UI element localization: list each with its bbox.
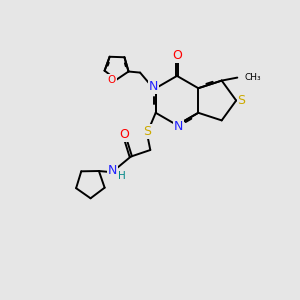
Text: S: S: [143, 125, 151, 138]
Text: H: H: [118, 171, 126, 182]
Text: O: O: [172, 49, 182, 62]
Text: O: O: [119, 128, 129, 141]
Text: N: N: [148, 80, 158, 93]
Text: S: S: [238, 94, 246, 107]
Text: N: N: [174, 120, 183, 134]
Text: N: N: [107, 164, 117, 178]
Text: O: O: [108, 75, 116, 85]
Text: CH₃: CH₃: [244, 73, 261, 82]
